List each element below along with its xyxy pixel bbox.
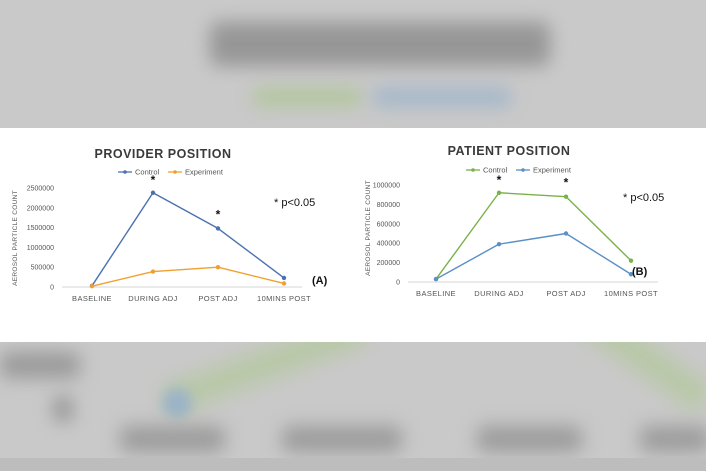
data-point-experiment [628, 272, 634, 277]
data-point-control [563, 194, 569, 199]
x-tick-label: POST ADJ [546, 289, 585, 298]
legend-marker-control [471, 168, 475, 172]
blurred-axis-label [0, 352, 80, 378]
y-tick-label: 1000000 [373, 183, 400, 190]
panel-label: (A) [312, 275, 328, 287]
x-tick-label: 10MINS POST [257, 294, 311, 303]
p-value-note: * p<0.05 [623, 192, 664, 204]
data-point-control [215, 226, 221, 231]
x-tick-label: BASELINE [72, 294, 112, 303]
significance-marker: * [216, 207, 221, 221]
legend-marker-experiment [521, 168, 525, 172]
blurred-title [210, 22, 550, 66]
blurred-axis-label [52, 395, 74, 423]
data-point-experiment [433, 276, 439, 282]
series-line-control [435, 192, 632, 280]
figure-strip: PROVIDER POSITION Control Experiment AEROSO… [0, 128, 706, 342]
series-line-experiment [91, 266, 285, 287]
legend-label-control: Control [135, 168, 160, 177]
x-tick-label: BASELINE [416, 289, 456, 298]
x-tick-label: POST ADJ [198, 294, 237, 303]
x-tick-label: DURING ADJ [474, 289, 523, 298]
chart-title: PATIENT POSITION [448, 144, 571, 158]
patient-position-chart: PATIENT POSITION Control Experiment AEROSOL… [365, 144, 664, 298]
data-point-experiment [281, 281, 287, 286]
legend-label-experiment: Experiment [533, 166, 572, 175]
chart-panel-provider: PROVIDER POSITION Control Experiment AEROSO… [0, 128, 350, 342]
y-tick-label: 0 [50, 285, 54, 292]
significance-marker: * [151, 173, 156, 187]
y-tick-label: 500000 [31, 265, 54, 272]
blurred-bottom-band [0, 458, 706, 471]
provider-position-chart: PROVIDER POSITION Control Experiment AEROSO… [12, 147, 328, 303]
y-axis-title: AEROSOL PARTICLE COUNT [365, 180, 372, 276]
legend-marker-control [123, 170, 127, 174]
series-line-control [91, 192, 285, 287]
blurred-legend-control [252, 86, 362, 108]
data-point-control [150, 190, 156, 195]
y-tick-label: 800000 [377, 202, 400, 209]
data-point-experiment [215, 265, 221, 270]
data-point-experiment [150, 269, 156, 274]
blurred-data-point [162, 388, 192, 418]
legend-label-experiment: Experiment [185, 168, 224, 177]
series-line-experiment [435, 232, 632, 280]
data-point-experiment [496, 241, 502, 247]
x-tick-label: 10MINS POST [604, 289, 658, 298]
y-tick-label: 400000 [377, 241, 400, 248]
y-tick-label: 200000 [377, 260, 400, 267]
y-tick-label: 600000 [377, 221, 400, 228]
blurred-x-label [640, 426, 706, 452]
significance-marker: * [564, 176, 569, 190]
blurred-legend-experiment [372, 86, 512, 108]
data-point-control [628, 258, 634, 263]
x-tick-label: DURING ADJ [128, 294, 177, 303]
y-tick-label: 2500000 [27, 186, 54, 193]
chart-title: PROVIDER POSITION [95, 147, 232, 161]
panel-label: (B) [632, 266, 648, 278]
y-tick-label: 1500000 [27, 225, 54, 232]
legend-label-control: Control [483, 166, 508, 175]
data-point-experiment [89, 284, 95, 289]
chart-panel-patient: PATIENT POSITION Control Experiment AEROSOL… [356, 128, 706, 342]
data-point-experiment [563, 231, 569, 236]
blurred-x-label [477, 426, 582, 452]
p-value-note: * p<0.05 [274, 197, 315, 209]
y-tick-label: 0 [396, 280, 400, 287]
data-point-control [281, 275, 287, 281]
legend-marker-experiment [173, 170, 177, 174]
blurred-x-label [282, 426, 402, 452]
y-tick-label: 2000000 [27, 205, 54, 212]
significance-marker: * [497, 173, 502, 187]
blurred-x-label [120, 426, 225, 452]
y-axis-title: AEROSOL PARTICLE COUNT [12, 190, 19, 286]
data-point-control [496, 190, 502, 195]
y-tick-label: 1000000 [27, 245, 54, 252]
